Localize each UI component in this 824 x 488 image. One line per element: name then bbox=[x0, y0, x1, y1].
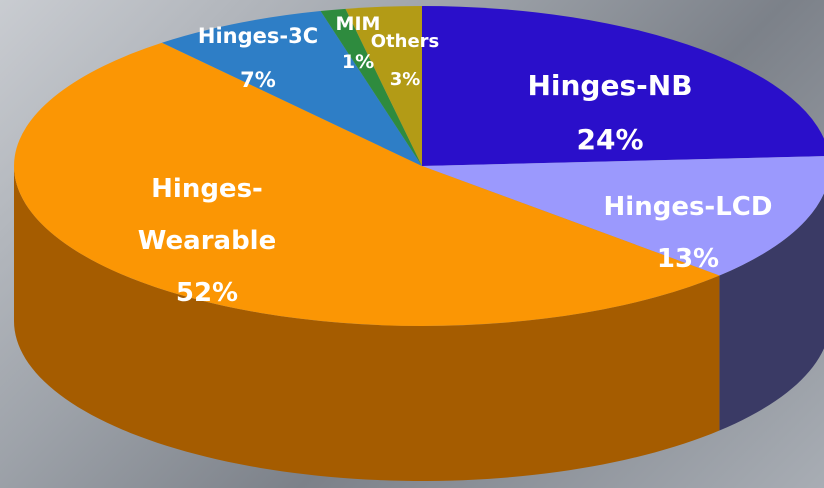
pie-label-hinges-wearable: Hinges- Wearable 52% bbox=[138, 174, 276, 308]
pie-label-percent: 1% bbox=[342, 51, 374, 73]
pie-slice-hinges-nb bbox=[422, 6, 824, 166]
pie-label-percent: 13% bbox=[657, 244, 719, 274]
pie-label-name: Wearable bbox=[138, 226, 276, 256]
pie-side-hinges-lcd bbox=[719, 193, 824, 431]
pie-label-mim: MIM 1% bbox=[336, 13, 381, 73]
pie-label-name: Hinges-NB bbox=[527, 69, 692, 102]
pie-label-name: Others bbox=[371, 31, 440, 52]
pie-tops bbox=[14, 5, 824, 326]
pie-label-name: Hinges-3C bbox=[198, 24, 318, 48]
pie-label-name: Hinges-LCD bbox=[604, 192, 773, 222]
pie-slice-hinges-lcd bbox=[422, 156, 824, 276]
pie-slice-others bbox=[345, 5, 422, 166]
pie-labels: Hinges-NB 24% Hinges-LCD 13% Hinges- Wearable… bbox=[138, 13, 773, 308]
pie-label-name: Hinges- bbox=[151, 174, 263, 204]
pie-label-percent: 24% bbox=[576, 123, 643, 156]
pie-slice-hinges-3c bbox=[161, 11, 422, 167]
pie-side-shade-hinges-wearable bbox=[14, 166, 720, 481]
pie-label-hinges-nb: Hinges-NB 24% bbox=[527, 69, 692, 156]
pie-label-percent: 52% bbox=[176, 278, 238, 308]
pie-slice-mim bbox=[320, 8, 422, 166]
pie-label-hinges-lcd: Hinges-LCD 13% bbox=[604, 192, 773, 274]
pie-label-name: MIM bbox=[336, 13, 381, 35]
pie-label-percent: 7% bbox=[240, 68, 276, 92]
pie-side-shade-hinges-lcd bbox=[719, 193, 824, 431]
pie-label-hinges-3c: Hinges-3C 7% bbox=[198, 24, 318, 92]
pie-side-hinges-wearable bbox=[14, 166, 720, 481]
pie-label-others: Others 3% bbox=[371, 31, 440, 90]
pie-label-percent: 3% bbox=[390, 69, 421, 90]
pie-slice-hinges-wearable bbox=[14, 42, 720, 326]
pie-sides bbox=[14, 166, 824, 481]
